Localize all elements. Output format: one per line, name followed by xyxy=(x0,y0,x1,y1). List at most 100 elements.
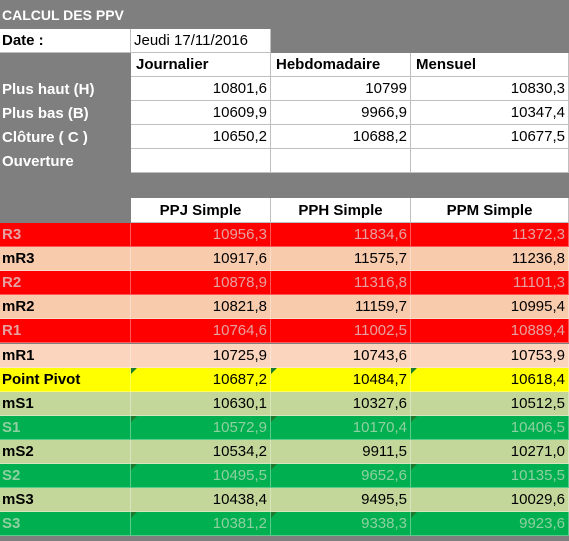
date-value-cell[interactable]: Jeudi 17/11/2016 xyxy=(131,29,271,53)
input-cell[interactable]: 10677,5 xyxy=(411,125,569,149)
pivot-value-cell[interactable]: 10917,6 xyxy=(131,247,271,272)
pivot-row: S3 10381,2 9338,3 9923,6 xyxy=(0,512,569,537)
pivot-row: S1 10572,9 10170,4 10406,5 xyxy=(0,415,569,440)
pivot-value-cell[interactable]: 10495,5 xyxy=(131,464,271,489)
pivot-value-cell[interactable]: 10743,6 xyxy=(271,343,411,368)
pivot-value-cell[interactable]: 10618,4 xyxy=(411,367,569,392)
input-row-plus-haut: Plus haut (H) 10801,6 10799 10830,3 xyxy=(0,77,569,101)
pivot-row: R3 10956,3 11834,6 11372,3 xyxy=(0,223,569,248)
date-row: Date : Jeudi 17/11/2016 xyxy=(0,29,569,53)
header-ppm[interactable]: PPM Simple xyxy=(411,198,569,223)
input-label[interactable]: Clôture ( C ) xyxy=(0,125,131,149)
input-cell[interactable]: 10801,6 xyxy=(131,77,271,101)
pivot-label[interactable]: S2 xyxy=(0,464,131,489)
pivot-label[interactable]: mS1 xyxy=(0,391,131,416)
pivot-value-cell[interactable]: 10438,4 xyxy=(131,488,271,513)
pivot-row: S2 10495,5 9652,6 10135,5 xyxy=(0,464,569,489)
pivot-value-cell[interactable]: 9911,5 xyxy=(271,439,411,464)
pivot-row: mS2 10534,2 9911,5 10271,0 xyxy=(0,439,569,464)
input-label[interactable]: Ouverture xyxy=(0,149,131,173)
pivot-row: R1 10764,6 11002,5 10889,4 xyxy=(0,319,569,344)
pivot-value-cell[interactable]: 11002,5 xyxy=(271,319,411,344)
input-row-plus-bas: Plus bas (B) 10609,9 9966,9 10347,4 xyxy=(0,101,569,125)
pivot-value-cell[interactable]: 9923,6 xyxy=(411,512,569,537)
pivot-value-cell[interactable]: 9652,6 xyxy=(271,464,411,489)
pivot-value-cell[interactable]: 11159,7 xyxy=(271,295,411,320)
pivot-value-cell[interactable]: 10406,5 xyxy=(411,415,569,440)
header-mensuel[interactable]: Mensuel xyxy=(411,53,569,77)
pivot-row: mR3 10917,6 11575,7 11236,8 xyxy=(0,247,569,272)
date-label[interactable]: Date : xyxy=(0,29,131,53)
pivot-value-cell[interactable]: 10764,6 xyxy=(131,319,271,344)
pivot-row: Point Pivot 10687,2 10484,7 10618,4 xyxy=(0,367,569,392)
input-cell[interactable]: 10609,9 xyxy=(131,101,271,125)
pivot-value-cell[interactable]: 10170,4 xyxy=(271,415,411,440)
pivot-value-cell[interactable]: 11372,3 xyxy=(411,223,569,248)
header-journalier[interactable]: Journalier xyxy=(131,53,271,77)
pivot-row: mR2 10821,8 11159,7 10995,4 xyxy=(0,295,569,320)
pivot-value-cell[interactable]: 11236,8 xyxy=(411,247,569,272)
input-cell[interactable]: 10347,4 xyxy=(411,101,569,125)
pivot-header-spacer xyxy=(0,198,131,223)
pivot-label[interactable]: mS3 xyxy=(0,488,131,513)
pivot-value-cell[interactable]: 10271,0 xyxy=(411,439,569,464)
pivot-value-cell[interactable]: 10687,2 xyxy=(131,367,271,392)
pivot-value-cell[interactable]: 10753,9 xyxy=(411,343,569,368)
input-cell[interactable]: 10688,2 xyxy=(271,125,411,149)
pivot-row: mR1 10725,9 10743,6 10753,9 xyxy=(0,343,569,368)
pivot-row: R2 10878,9 11316,8 11101,3 xyxy=(0,271,569,296)
pivot-value-cell[interactable]: 10821,8 xyxy=(131,295,271,320)
pivot-label[interactable]: R1 xyxy=(0,319,131,344)
pivot-value-cell[interactable]: 10878,9 xyxy=(131,271,271,296)
pivot-value-cell[interactable]: 11101,3 xyxy=(411,271,569,296)
pivot-value-cell[interactable]: 10381,2 xyxy=(131,512,271,537)
header-ppj[interactable]: PPJ Simple xyxy=(131,198,271,223)
title-row: CALCUL DES PPV xyxy=(0,0,569,29)
pivot-value-cell[interactable]: 10630,1 xyxy=(131,391,271,416)
input-cell[interactable]: 10799 xyxy=(271,77,411,101)
input-cell[interactable]: 10650,2 xyxy=(131,125,271,149)
pivot-value-cell[interactable]: 10995,4 xyxy=(411,295,569,320)
pivot-value-cell[interactable]: 11316,8 xyxy=(271,271,411,296)
input-cell[interactable] xyxy=(411,149,569,173)
pivot-row: mS1 10630,1 10327,6 10512,5 xyxy=(0,391,569,416)
pivot-value-cell[interactable]: 11834,6 xyxy=(271,223,411,248)
pivot-value-cell[interactable]: 10484,7 xyxy=(271,367,411,392)
input-cell[interactable]: 10830,3 xyxy=(411,77,569,101)
pivot-value-cell[interactable]: 10327,6 xyxy=(271,391,411,416)
input-cell[interactable] xyxy=(271,149,411,173)
pivot-value-cell[interactable]: 9338,3 xyxy=(271,512,411,537)
period-header-row: Journalier Hebdomadaire Mensuel xyxy=(0,53,569,77)
pivot-value-cell[interactable]: 10572,9 xyxy=(131,415,271,440)
header-pph[interactable]: PPH Simple xyxy=(271,198,411,223)
input-cell[interactable]: 9966,9 xyxy=(271,101,411,125)
pivot-label[interactable]: S3 xyxy=(0,512,131,537)
pivot-label[interactable]: S1 xyxy=(0,415,131,440)
pivot-row: mS3 10438,4 9495,5 10029,6 xyxy=(0,488,569,513)
pivot-value-cell[interactable]: 10889,4 xyxy=(411,319,569,344)
input-cell[interactable] xyxy=(131,149,271,173)
pivot-value-cell[interactable]: 10725,9 xyxy=(131,343,271,368)
input-row-ouverture: Ouverture xyxy=(0,149,569,173)
pivot-value-cell[interactable]: 9495,5 xyxy=(271,488,411,513)
pivot-value-cell[interactable]: 10512,5 xyxy=(411,391,569,416)
pivot-header-row: PPJ Simple PPH Simple PPM Simple xyxy=(0,198,569,223)
pivot-label[interactable]: R3 xyxy=(0,223,131,248)
sheet-title[interactable]: CALCUL DES PPV xyxy=(2,6,124,23)
pivot-label[interactable]: R2 xyxy=(0,271,131,296)
pivot-label[interactable]: mS2 xyxy=(0,439,131,464)
pivot-label[interactable]: mR2 xyxy=(0,295,131,320)
pivot-label[interactable]: Point Pivot xyxy=(0,367,131,392)
header-hebdomadaire[interactable]: Hebdomadaire xyxy=(271,53,411,77)
input-row-cloture: Clôture ( C ) 10650,2 10688,2 10677,5 xyxy=(0,125,569,149)
pivot-value-cell[interactable]: 10029,6 xyxy=(411,488,569,513)
input-label[interactable]: Plus haut (H) xyxy=(0,77,131,101)
pivot-value-cell[interactable]: 11575,7 xyxy=(271,247,411,272)
pivot-value-cell[interactable]: 10534,2 xyxy=(131,439,271,464)
pivot-label[interactable]: mR1 xyxy=(0,343,131,368)
pivot-value-cell[interactable]: 10956,3 xyxy=(131,223,271,248)
pivot-label[interactable]: mR3 xyxy=(0,247,131,272)
input-label[interactable]: Plus bas (B) xyxy=(0,101,131,125)
pivot-value-cell[interactable]: 10135,5 xyxy=(411,464,569,489)
